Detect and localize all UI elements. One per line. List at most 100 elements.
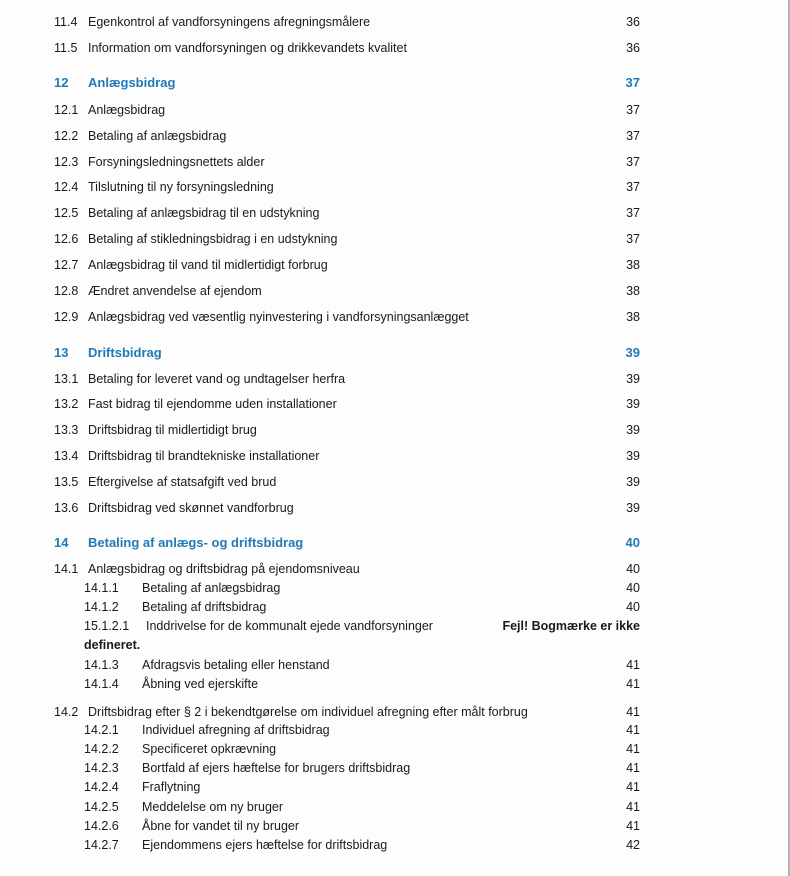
- toc-entry-number: 12.8: [54, 284, 79, 298]
- toc-entry[interactable]: 12.5 Betaling af anlægsbidrag til en udst…: [0, 204, 640, 222]
- toc-entry[interactable]: 13.4 Driftsbidrag til brandtekniske insta…: [0, 447, 640, 465]
- toc-entry[interactable]: 12.7 Anlægsbidrag til vand til midlertidi…: [0, 256, 640, 274]
- toc-entry[interactable]: 12.2 Betaling af anlægsbidrag 37: [0, 127, 640, 145]
- toc-entry-title: Anlægsbidrag: [88, 75, 176, 90]
- toc-entry-title: Inddrivelse for de kommunalt ejede vandf…: [146, 619, 433, 633]
- toc-entry[interactable]: 14.2.2 Specificeret opkrævning 41: [0, 740, 640, 758]
- toc-entry-page: 41: [626, 761, 640, 775]
- toc-entry-title: Specificeret opkrævning: [142, 742, 277, 756]
- toc-entry[interactable]: 12.6 Betaling af stikledningsbidrag i en …: [0, 230, 640, 248]
- toc-entry-number: 14.1.1: [84, 581, 119, 595]
- toc-entry[interactable]: 12.8 Ændret anvendelse af ejendom 38: [0, 282, 640, 300]
- toc-entry-title: Ændret anvendelse af ejendom: [88, 284, 262, 298]
- toc-entry[interactable]: 14.2.5 Meddelelse om ny bruger 41: [0, 798, 640, 816]
- toc-entry-title: Bortfald af ejers hæftelse for brugers d…: [142, 761, 411, 775]
- toc-entry-page: 39: [626, 397, 640, 411]
- toc-entry-title: Anlægsbidrag ved væsentlig nyinvestering…: [88, 310, 469, 324]
- toc-entry[interactable]: 14.2.6 Åbne for vandet til ny bruger 41: [0, 817, 640, 835]
- toc-entry[interactable]: 14.2.4 Fraflytning 41: [0, 778, 640, 796]
- toc-entry-page: 38: [626, 284, 640, 298]
- toc-entry-number: 14.1: [54, 562, 79, 576]
- toc-entry-page: 37: [626, 206, 640, 220]
- toc-entry-title: Eftergivelse af statsafgift ved brud: [88, 475, 277, 489]
- toc-entry-page: 37: [625, 75, 640, 90]
- toc-entry[interactable]: 14.2.3 Bortfald af ejers hæftelse for bru…: [0, 759, 640, 777]
- toc-entry-page: 37: [626, 155, 640, 169]
- toc-entry[interactable]: 12.9 Anlægsbidrag ved væsentlig nyinveste…: [0, 308, 640, 326]
- toc-entry-page: 42: [626, 838, 640, 852]
- toc-entry-page: 40: [626, 600, 640, 614]
- toc-entry-number: 12.9: [54, 310, 79, 324]
- toc-entry[interactable]: 11.4 Egenkontrol af vandforsyningens afre…: [0, 13, 640, 31]
- toc-entry-number: 13.5: [54, 475, 79, 489]
- toc-entry-title: Driftsbidrag efter § 2 i bekendtgørelse …: [88, 705, 528, 719]
- toc-entry-page: 40: [626, 562, 640, 576]
- toc-entry-title: Driftsbidrag til midlertidigt brug: [88, 423, 257, 437]
- toc-entry-number: 14.2: [54, 705, 79, 719]
- toc-entry-title: Driftsbidrag: [88, 345, 162, 360]
- toc-entry[interactable]: 15.1.2.1 Inddrivelse for de kommunalt eje…: [0, 617, 640, 635]
- toc-entry-number: 12: [54, 75, 69, 90]
- toc-entry-title: Anlægsbidrag og driftsbidrag på ejendoms…: [88, 562, 360, 576]
- toc-entry-title: Åbning ved ejerskifte: [142, 677, 259, 691]
- toc-entry[interactable]: 14.1.3 Afdragsvis betaling eller henstand…: [0, 656, 640, 674]
- toc-entry[interactable]: 13.3 Driftsbidrag til midlertidigt brug 39: [0, 421, 640, 439]
- toc-entry-number: 14.2.7: [84, 838, 119, 852]
- toc-entry-page: 39: [626, 372, 640, 386]
- toc-entry-title: Anlægsbidrag til vand til midlertidigt f…: [88, 258, 328, 272]
- toc-entry[interactable]: 11.5 Information om vandforsyningen og dr…: [0, 39, 640, 57]
- toc-entry-number: 14.1.2: [84, 600, 119, 614]
- toc-entry-title: Individuel afregning af driftsbidrag: [142, 723, 330, 737]
- toc-entry-page: 39: [626, 423, 640, 437]
- toc-entry-number: 14.1.3: [84, 658, 119, 672]
- toc-entry[interactable]: 13.5 Eftergivelse af statsafgift ved brud…: [0, 473, 640, 491]
- toc-heading-entry[interactable]: 13 Driftsbidrag 39: [0, 344, 640, 362]
- toc-entry[interactable]: 14.1 Anlægsbidrag og driftsbidrag på ejen…: [0, 560, 640, 578]
- toc-entry[interactable]: 13.6 Driftsbidrag ved skønnet vandforbrug…: [0, 499, 640, 517]
- toc-entry-number: 12.1: [54, 103, 79, 117]
- toc-entry-title: Tilslutning til ny forsyningsledning: [88, 180, 274, 194]
- toc-entry[interactable]: 13.1 Betaling for leveret vand og undtage…: [0, 370, 640, 388]
- toc-entry-page: 41: [626, 705, 640, 719]
- toc-entry[interactable]: 14.1.2 Betaling af driftsbidrag 40: [0, 598, 640, 616]
- toc-heading-entry[interactable]: 12 Anlægsbidrag 37: [0, 74, 640, 92]
- toc-entry-title: Egenkontrol af vandforsyningens afregnin…: [88, 15, 371, 29]
- toc-entry[interactable]: 14.2.1 Individuel afregning af driftsbidr…: [0, 721, 640, 739]
- toc-entry-title: Betaling af stikledningsbidrag i en udst…: [88, 232, 338, 246]
- page-edge-divider: [788, 0, 790, 876]
- toc-heading-entry[interactable]: 14 Betaling af anlægs- og driftsbidrag 40: [0, 534, 640, 552]
- toc-entry-page: 39: [626, 449, 640, 463]
- toc-entry-title: Driftsbidrag til brandtekniske installat…: [88, 449, 320, 463]
- toc-entry-page: 41: [626, 780, 640, 794]
- toc-entry-number: 14.2.6: [84, 819, 119, 833]
- toc-entry-title: Fraflytning: [142, 780, 201, 794]
- toc-entry[interactable]: 12.3 Forsyningsledningsnettets alder 37: [0, 153, 640, 171]
- toc-entry-number: 12.7: [54, 258, 79, 272]
- toc-entry-title: Betaling for leveret vand og undtagelser…: [88, 372, 346, 386]
- toc-entry-title: Afdragsvis betaling eller henstand: [142, 658, 330, 672]
- toc-entry-title: Meddelelse om ny bruger: [142, 800, 284, 814]
- toc-entry-number: 13.2: [54, 397, 79, 411]
- toc-entry-number: 13: [54, 345, 69, 360]
- toc-entry-number: 13.3: [54, 423, 79, 437]
- toc-entry[interactable]: 14.2 Driftsbidrag efter § 2 i bekendtgøre…: [0, 703, 640, 721]
- toc-entry-title: Betaling af anlægsbidrag: [88, 129, 227, 143]
- toc-entry-page: 41: [626, 800, 640, 814]
- toc-entry-number: 13.1: [54, 372, 79, 386]
- toc-entry-title: Betaling af driftsbidrag: [142, 600, 267, 614]
- toc-entry-number: 13.4: [54, 449, 79, 463]
- toc-entry-title: Forsyningsledningsnettets alder: [88, 155, 265, 169]
- toc-entry-number: 14.2.5: [84, 800, 119, 814]
- toc-entry[interactable]: 14.1.1 Betaling af anlægsbidrag 40: [0, 579, 640, 597]
- toc-entry-page: 38: [626, 310, 640, 324]
- toc-entry[interactable]: 12.1 Anlægsbidrag 37: [0, 101, 640, 119]
- toc-entry-number: 14: [54, 535, 69, 550]
- toc-entry-number: 12.5: [54, 206, 79, 220]
- toc-entry-number: 14.2.4: [84, 780, 119, 794]
- toc-entry[interactable]: 13.2 Fast bidrag til ejendomme uden insta…: [0, 395, 640, 413]
- toc-entry[interactable]: 14.1.4 Åbning ved ejerskifte 41: [0, 675, 640, 693]
- toc-entry-title: Ejendommens ejers hæftelse for driftsbid…: [142, 838, 388, 852]
- toc-entry-page: 39: [625, 345, 640, 360]
- toc-entry[interactable]: 12.4 Tilslutning til ny forsyningsledning…: [0, 178, 640, 196]
- toc-entry[interactable]: 14.2.7 Ejendommens ejers hæftelse for dri…: [0, 836, 640, 854]
